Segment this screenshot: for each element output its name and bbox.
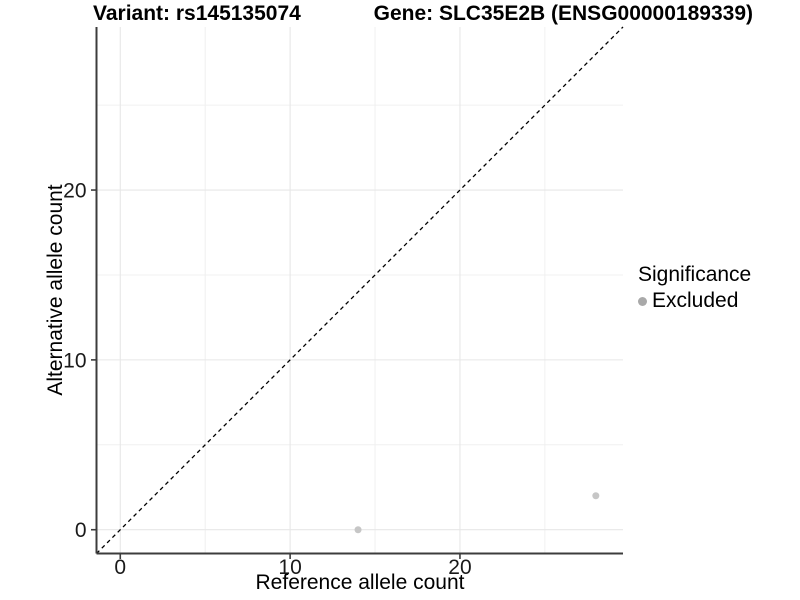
y-tick-label: 10 — [63, 349, 86, 372]
gene-title: Gene: SLC35E2B (ENSG00000189339) — [373, 2, 753, 25]
x-tick-label: 0 — [114, 556, 126, 579]
legend-title: Significance — [638, 263, 752, 286]
excluded-point-icon — [638, 296, 647, 306]
data-point — [354, 526, 362, 534]
identity-line — [96, 26, 624, 554]
data-point — [592, 492, 600, 500]
x-tick-label: 20 — [448, 556, 471, 579]
legend-item-excluded: Excluded — [638, 288, 751, 314]
y-tick-label: 0 — [75, 519, 87, 542]
x-tick-label: 10 — [278, 556, 301, 579]
legend-item-label: Excluded — [652, 289, 739, 312]
legend: Significance Excluded — [638, 262, 751, 314]
y-axis-title: Alternative allele count — [44, 184, 67, 396]
variant-title: Variant: rs145135074 — [93, 2, 301, 25]
x-axis-title: Reference allele count — [255, 571, 465, 594]
y-tick-label: 20 — [63, 180, 86, 203]
